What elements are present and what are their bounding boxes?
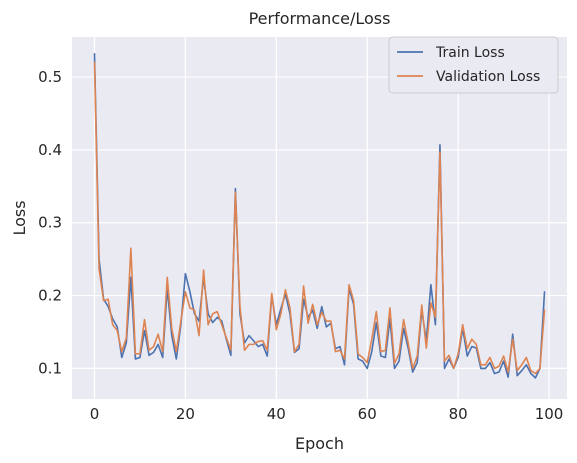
x-tick-label: 100 xyxy=(535,405,564,423)
chart-title: Performance/Loss xyxy=(249,9,391,28)
y-axis-title: Loss xyxy=(10,200,29,235)
plot-area xyxy=(72,37,567,399)
x-tick-label: 60 xyxy=(358,405,377,423)
y-tick-label: 0.5 xyxy=(38,68,62,86)
tick-labels: 0 20 40 60 80 100 0.1 0.2 0.3 0.4 0.5 xyxy=(38,68,563,423)
y-tick-label: 0.4 xyxy=(38,141,62,159)
series-layer xyxy=(93,52,546,379)
x-axis-title: Epoch xyxy=(295,434,344,453)
legend-box xyxy=(388,36,559,94)
legend-label-train-loss: Train Loss xyxy=(435,45,505,61)
legend-label-validation-loss: Validation Loss xyxy=(436,69,540,85)
y-tick-label: 0.1 xyxy=(38,359,62,377)
x-tick-label: 80 xyxy=(449,405,468,423)
series-line-validation-loss xyxy=(93,61,546,375)
x-tick-label: 40 xyxy=(267,405,286,423)
legend: Train Loss Validation Loss xyxy=(388,36,559,94)
y-tick-label: 0.3 xyxy=(38,214,62,232)
x-tick-label: 0 xyxy=(90,405,100,423)
x-tick-label: 20 xyxy=(176,405,195,423)
y-tick-label: 0.2 xyxy=(38,287,62,305)
